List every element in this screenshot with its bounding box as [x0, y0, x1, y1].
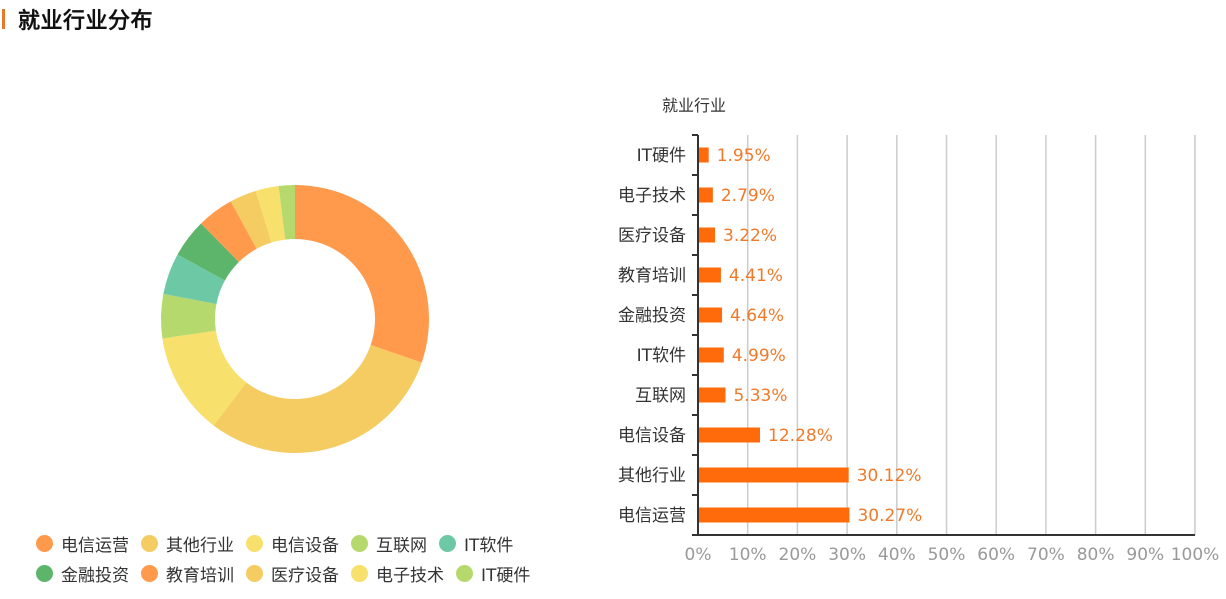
y-category-label: 教育培训 [618, 266, 686, 286]
x-tick-label: 100% [1171, 545, 1220, 565]
donut-slice[interactable] [160, 293, 217, 339]
page-title: 就业行业分布 [18, 9, 154, 34]
bar[interactable] [699, 347, 724, 363]
bar[interactable] [699, 227, 716, 243]
bar[interactable] [699, 387, 726, 403]
y-category-label: IT软件 [637, 346, 686, 366]
legend-label: IT硬件 [481, 565, 531, 586]
x-tick-label: 60% [977, 545, 1015, 565]
donut-chart [160, 185, 429, 453]
y-category-label: 医疗设备 [618, 226, 686, 246]
legend-row: 金融投资 教育培训 医疗设备 电子技术 IT硬件 [36, 558, 596, 588]
x-tick-label: 10% [729, 545, 767, 565]
legend-label: 其他行业 [166, 535, 234, 556]
legend-dot-icon [141, 534, 158, 552]
legend-item[interactable]: 电子技术 [351, 561, 444, 586]
legend-label: 电信设备 [271, 535, 339, 556]
donut-legend: 电信运营 其他行业 电信设备 互联网 IT软件 金融投资 教育培训 医疗设备 电… [36, 528, 596, 588]
legend-dot-icon [141, 564, 158, 582]
bar-value-label: 4.99% [732, 346, 786, 366]
bar[interactable] [699, 187, 713, 203]
bar[interactable] [699, 427, 761, 443]
bar[interactable] [699, 467, 849, 483]
y-category-label: 电子技术 [618, 186, 686, 206]
legend-item[interactable]: 电信设备 [246, 531, 339, 556]
donut-slice[interactable] [295, 185, 429, 363]
donut-slice[interactable] [255, 186, 286, 243]
x-tick-label: 50% [928, 545, 966, 565]
donut-slice[interactable] [230, 190, 272, 249]
legend-dot-icon [36, 534, 53, 552]
legend-label: 金融投资 [61, 565, 129, 586]
x-tick-label: 40% [878, 545, 916, 565]
legend-dot-icon [351, 564, 368, 582]
legend-dot-icon [439, 534, 456, 552]
y-category-label: 电信运营 [618, 506, 686, 526]
donut-slice[interactable] [213, 345, 422, 453]
legend-item[interactable]: 医疗设备 [246, 561, 339, 586]
bar-value-label: 5.33% [733, 386, 787, 406]
y-category-label: 金融投资 [618, 306, 686, 326]
bar-value-label: 4.41% [729, 266, 783, 286]
y-category-label: IT硬件 [637, 146, 686, 166]
x-tick-label: 20% [779, 545, 817, 565]
bar-value-label: 30.12% [857, 466, 922, 486]
x-tick-label: 70% [1027, 545, 1065, 565]
x-tick-label: 30% [828, 545, 866, 565]
legend-label: 教育培训 [166, 565, 234, 586]
x-tick-label: 80% [1077, 545, 1115, 565]
legend-label: 电子技术 [376, 565, 444, 586]
legend-label: 互联网 [376, 535, 427, 556]
legend-item[interactable]: 互联网 [351, 531, 427, 556]
bar[interactable] [699, 147, 709, 163]
bar-value-label: 4.64% [730, 306, 784, 326]
legend-row: 电信运营 其他行业 电信设备 互联网 IT软件 [36, 528, 596, 558]
bar[interactable] [699, 307, 723, 323]
legend-dot-icon [36, 564, 53, 582]
bar-value-label: 12.28% [768, 426, 833, 446]
legend-label: 医疗设备 [271, 565, 339, 586]
donut-slice[interactable] [163, 254, 225, 305]
legend-label: 电信运营 [61, 535, 129, 556]
legend-dot-icon [351, 534, 368, 552]
y-category-label: 电信设备 [618, 426, 686, 446]
legend-item[interactable]: 教育培训 [141, 561, 234, 586]
bar[interactable] [699, 267, 721, 283]
legend-item[interactable]: IT软件 [439, 531, 513, 556]
legend-dot-icon [246, 534, 263, 552]
x-tick-label: 90% [1126, 545, 1164, 565]
section-header: 就业行业分布 [0, 5, 154, 34]
bar[interactable] [699, 507, 850, 523]
bar-value-label: 2.79% [721, 186, 775, 206]
legend-dot-icon [456, 564, 473, 582]
bar-chart-axis-title: 就业行业 [662, 96, 727, 115]
y-category-label: 互联网 [635, 386, 686, 406]
donut-slice[interactable] [278, 185, 295, 240]
donut-slice[interactable] [162, 330, 247, 426]
donut-slice[interactable] [177, 223, 239, 281]
y-category-label: 其他行业 [618, 466, 686, 486]
legend-dot-icon [246, 564, 263, 582]
title-accent-bar [2, 9, 5, 29]
bar-value-label: 1.95% [717, 146, 771, 166]
donut-slice[interactable] [201, 201, 257, 262]
legend-item[interactable]: IT硬件 [456, 561, 530, 586]
bar-value-label: 3.22% [723, 226, 777, 246]
bar-value-label: 30.27% [857, 506, 922, 526]
legend-item[interactable]: 金融投资 [36, 561, 129, 586]
legend-item[interactable]: 电信运营 [36, 531, 129, 556]
x-tick-label: 0% [685, 545, 712, 565]
legend-label: IT软件 [464, 535, 514, 556]
legend-item[interactable]: 其他行业 [141, 531, 234, 556]
